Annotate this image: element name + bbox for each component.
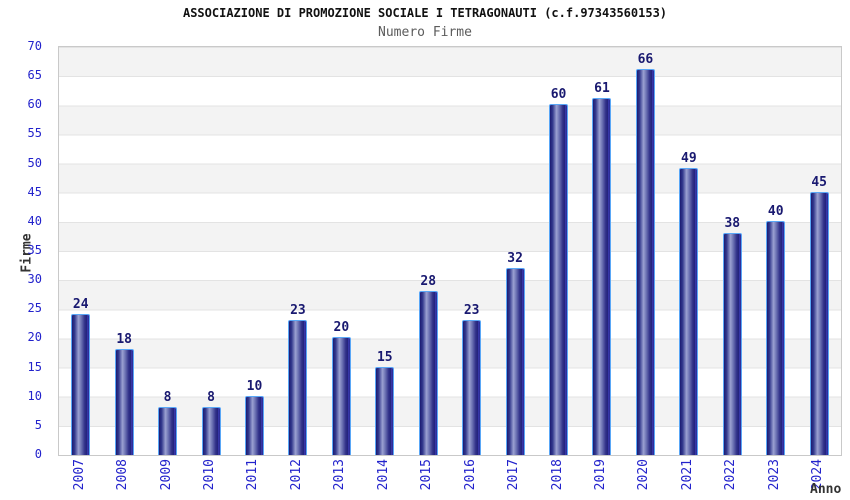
y-tick-label: 65 xyxy=(27,68,42,83)
bar-2021 xyxy=(679,168,699,455)
x-tick-label: 2013 xyxy=(332,459,348,491)
bar-slot-2010: 8 xyxy=(189,47,232,455)
bar-slot-2008: 18 xyxy=(102,47,145,455)
y-tick-label: 25 xyxy=(27,301,42,316)
bar-slot-2020: 66 xyxy=(624,47,667,455)
chart-title: ASSOCIAZIONE DI PROMOZIONE SOCIALE I TET… xyxy=(182,6,668,20)
value-label: 28 xyxy=(420,273,437,289)
bar-slot-2015: 28 xyxy=(407,47,450,455)
value-label: 8 xyxy=(163,390,172,406)
value-label: 61 xyxy=(594,81,610,97)
y-tick-label: 70 xyxy=(27,39,42,53)
bar-slot-2024: 45 xyxy=(797,47,840,455)
y-tick-label: 50 xyxy=(27,155,42,170)
x-tick-label: 2017 xyxy=(506,459,522,491)
x-tick-label: 2023 xyxy=(766,459,782,491)
x-tick-label: 2021 xyxy=(679,459,695,491)
x-tick-label: 2014 xyxy=(375,459,391,491)
value-label: 8 xyxy=(207,390,215,406)
y-tick-label: 5 xyxy=(34,417,42,432)
bar-2011 xyxy=(244,395,264,455)
bar-2019 xyxy=(592,98,612,455)
x-tick-label: 2010 xyxy=(202,459,218,491)
value-label: 23 xyxy=(463,302,480,318)
x-axis-title: Anno xyxy=(810,482,842,497)
value-label: 45 xyxy=(811,174,827,190)
bar-2008 xyxy=(114,349,134,455)
bar-slot-2018: 60 xyxy=(537,47,580,455)
y-tick-label: 40 xyxy=(27,213,42,228)
value-label: 38 xyxy=(724,215,741,231)
x-tick-label: 2022 xyxy=(723,459,739,491)
x-tick-label: 2015 xyxy=(419,459,435,491)
value-label: 60 xyxy=(550,87,567,103)
y-tick-label: 0 xyxy=(34,447,42,461)
y-tick-label: 10 xyxy=(27,388,42,403)
x-tick-label: 2007 xyxy=(71,459,87,491)
value-label: 20 xyxy=(333,320,350,336)
y-tick-label: 35 xyxy=(27,243,42,257)
value-label: 40 xyxy=(767,203,784,219)
bar-slot-2011: 10 xyxy=(233,47,276,455)
bars-container: 24 18 8 8 10 23 20 15 28 23 32 60 61 66 49 38 40 45 xyxy=(59,47,841,455)
bar-2009 xyxy=(158,407,178,455)
value-label: 66 xyxy=(637,52,654,68)
bar-2022 xyxy=(722,232,742,455)
value-label: 10 xyxy=(246,378,263,394)
x-tick-label: 2019 xyxy=(592,459,608,491)
x-axis-ticks: 2007 2008 2009 2010 2011 2012 2013 2014 2015 2016… xyxy=(58,459,840,500)
bar-2015 xyxy=(418,290,438,455)
y-tick-label: 60 xyxy=(27,97,42,112)
bar-slot-2016: 23 xyxy=(450,47,493,455)
x-tick-label: 2008 xyxy=(115,459,131,491)
y-tick-label: 20 xyxy=(27,330,42,345)
bar-2012 xyxy=(288,319,308,455)
bar-2013 xyxy=(331,337,351,455)
y-axis-ticks: 0 5 10 15 20 25 30 35 40 45 50 55 60 65 70 xyxy=(0,39,50,461)
bar-slot-2023: 40 xyxy=(754,47,797,455)
y-tick-label: 30 xyxy=(27,272,42,287)
bar-slot-2013: 20 xyxy=(320,47,363,455)
x-tick-label: 2012 xyxy=(288,459,304,491)
bar-slot-2007: 24 xyxy=(59,47,102,455)
bar-slot-2019: 61 xyxy=(580,47,623,455)
x-tick-label: 2016 xyxy=(462,459,478,491)
value-label: 32 xyxy=(507,250,523,266)
value-label: 18 xyxy=(116,332,132,348)
value-label: 24 xyxy=(72,297,89,313)
bar-2016 xyxy=(462,319,482,455)
bar-2020 xyxy=(635,69,655,455)
bar-2014 xyxy=(375,366,395,455)
y-tick-label: 15 xyxy=(27,359,42,374)
bar-2023 xyxy=(766,220,786,455)
bar-slot-2021: 49 xyxy=(667,47,710,455)
x-tick-label: 2018 xyxy=(549,459,565,491)
x-tick-label: 2011 xyxy=(245,459,261,491)
bar-2024 xyxy=(809,191,829,455)
y-tick-label: 45 xyxy=(27,184,42,199)
value-label: 15 xyxy=(376,349,393,365)
bar-2018 xyxy=(549,104,569,455)
bar-slot-2012: 23 xyxy=(276,47,319,455)
plot-area: 24 18 8 8 10 23 20 15 28 23 32 60 61 66 49 38 40 45 xyxy=(58,46,842,456)
bar-slot-2017: 32 xyxy=(493,47,536,455)
value-label: 23 xyxy=(290,302,306,318)
x-tick-label: 2009 xyxy=(158,459,174,491)
y-tick-label: 55 xyxy=(27,126,42,141)
bar-2017 xyxy=(505,267,525,455)
bar-2007 xyxy=(71,314,91,455)
x-tick-label: 2020 xyxy=(636,459,652,491)
chart-subtitle: Numero Firme xyxy=(378,25,472,40)
bar-slot-2009: 8 xyxy=(146,47,189,455)
value-label: 49 xyxy=(681,151,697,167)
bar-slot-2022: 38 xyxy=(711,47,754,455)
bar-2010 xyxy=(201,407,221,455)
bar-slot-2014: 15 xyxy=(363,47,406,455)
